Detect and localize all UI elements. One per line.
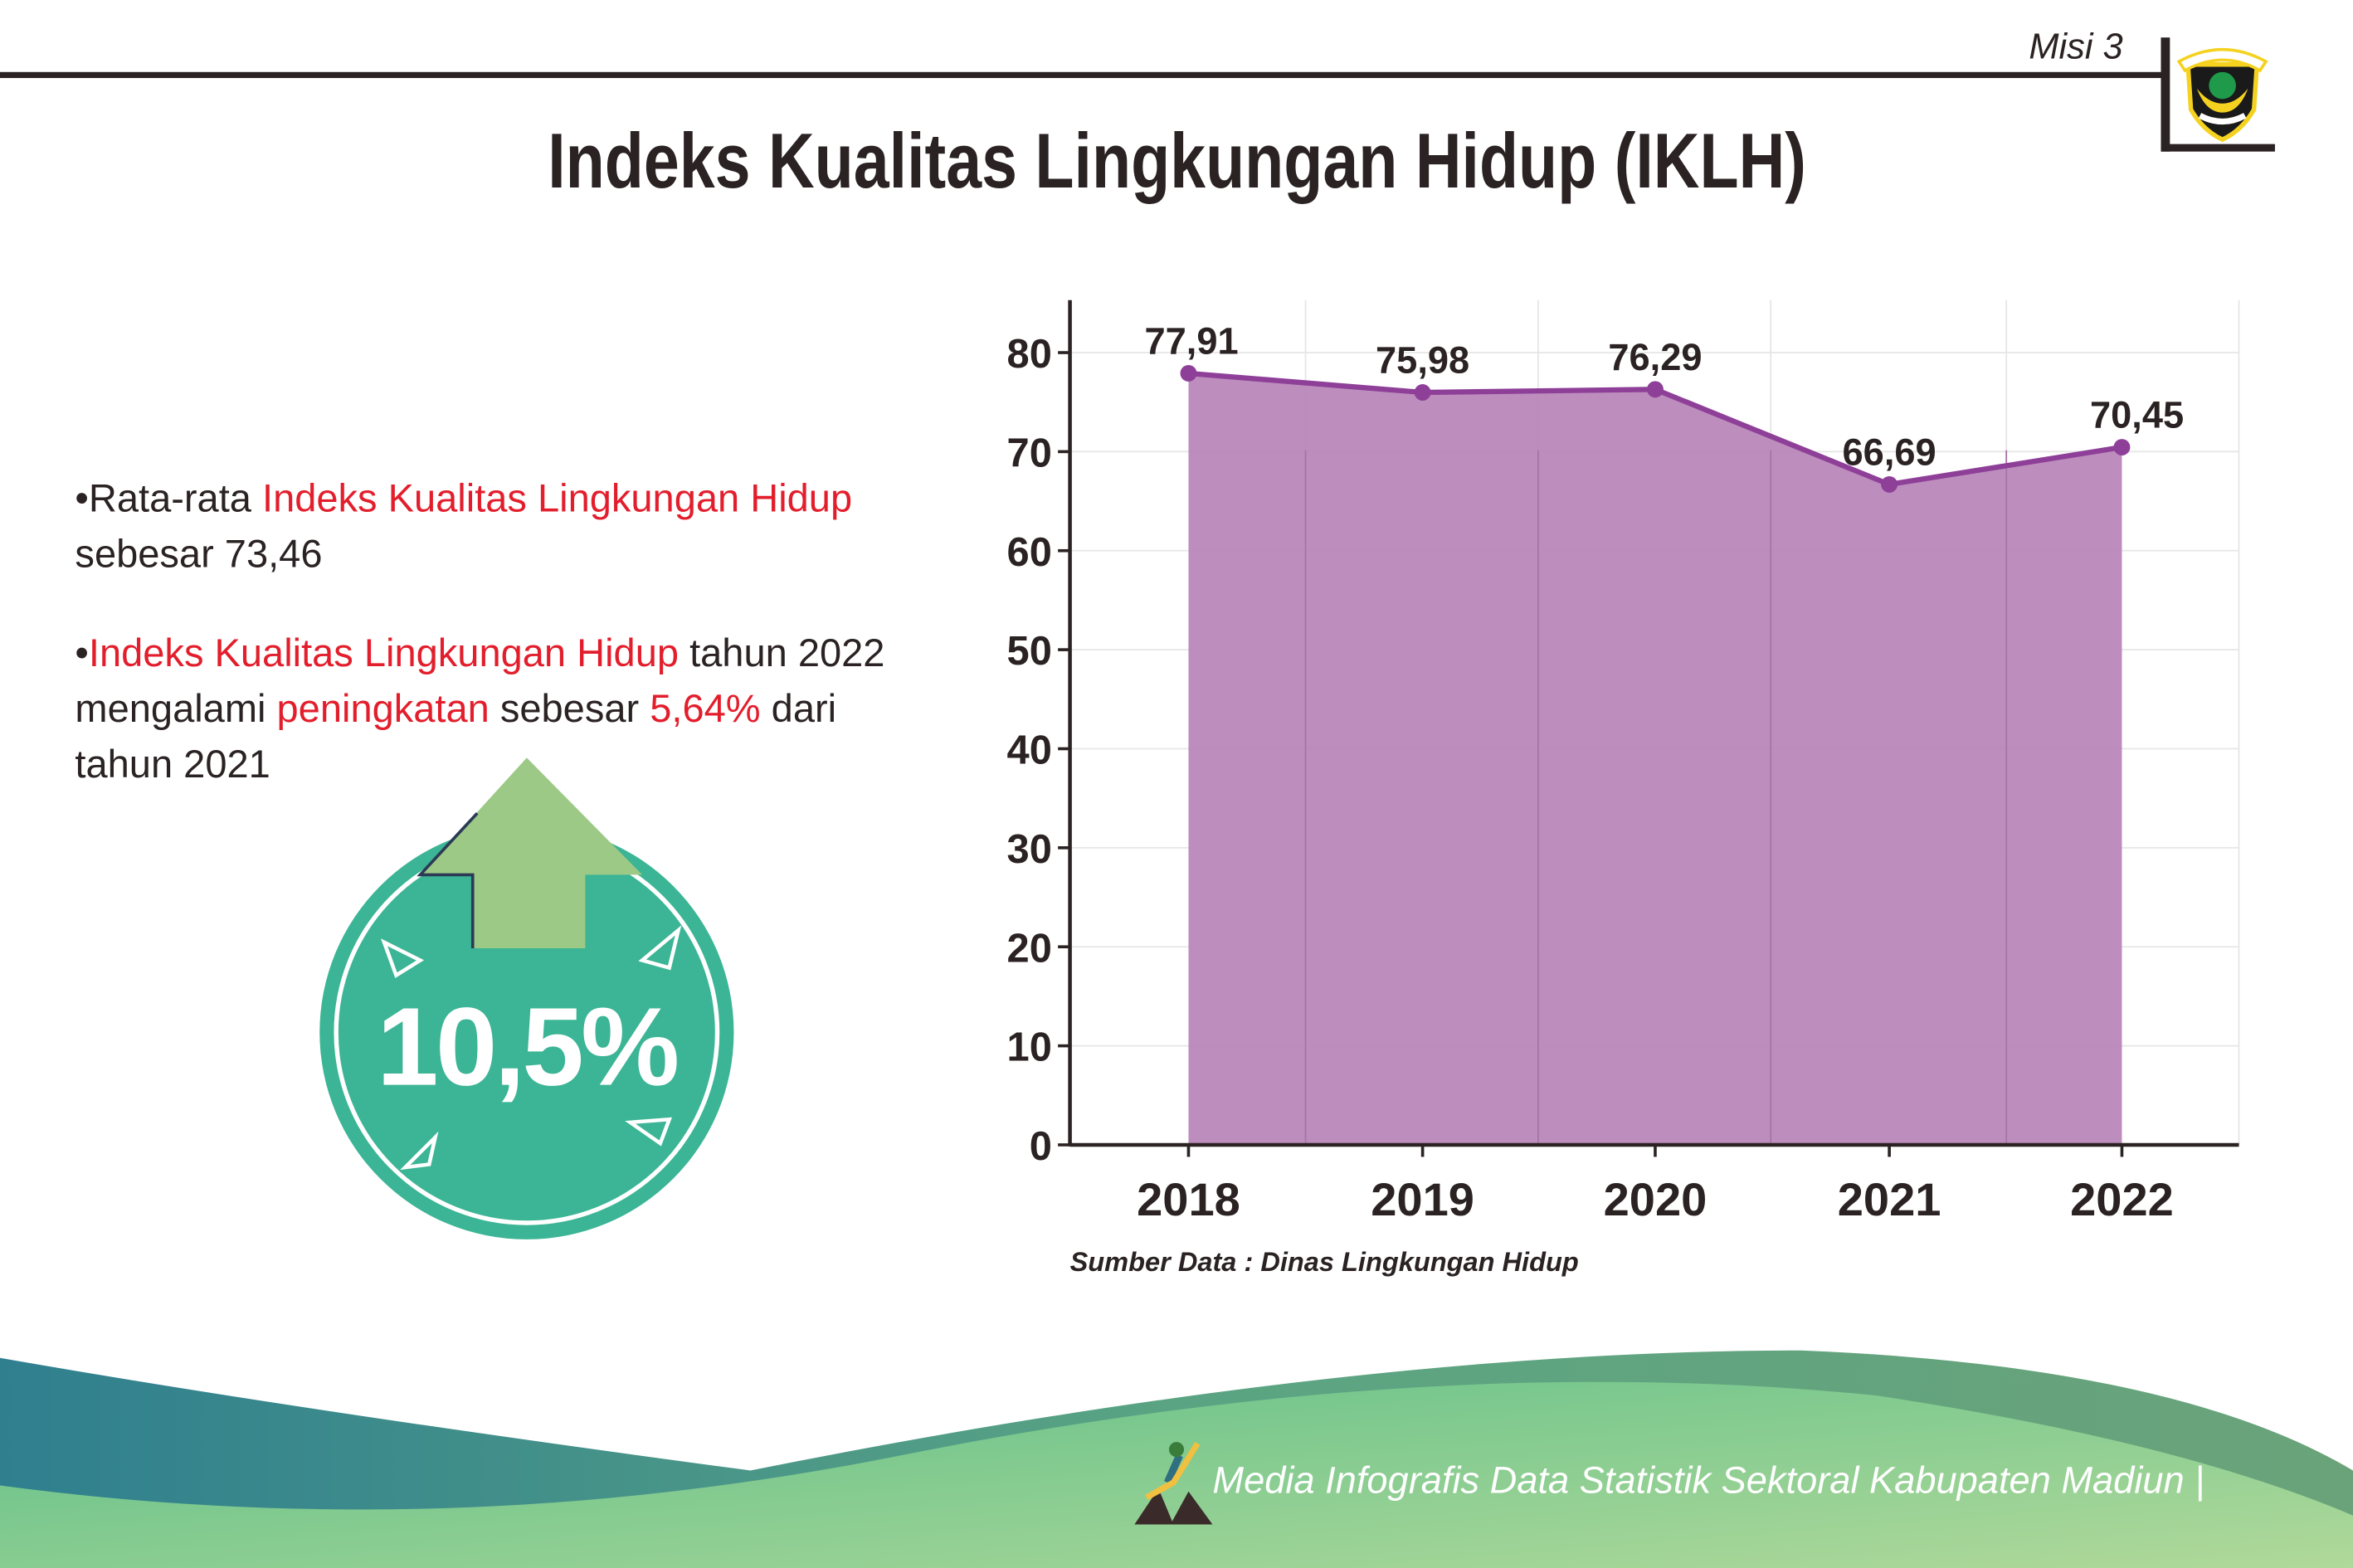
arrow-up-icon bbox=[417, 757, 643, 949]
page-title: Indeks Kualitas Lingkungan Hidup (IKLH) bbox=[0, 117, 2353, 207]
data-point bbox=[1881, 475, 1898, 493]
header-rule bbox=[0, 71, 2165, 79]
y-tick-label: 60 bbox=[1007, 530, 1052, 575]
data-source: Sumber Data : Dinas Lingkungan Hidup bbox=[1069, 1246, 1579, 1278]
x-tick-label: 2019 bbox=[1371, 1173, 1474, 1225]
x-tick-label: 2020 bbox=[1604, 1173, 1708, 1225]
bullet-highlight: peningkatan bbox=[276, 685, 490, 731]
y-tick-label: 30 bbox=[1007, 827, 1052, 872]
bullet-increase: •Indeks Kualitas Lingkungan Hidup tahun … bbox=[75, 626, 915, 792]
bullet-text: sebesar 73,46 bbox=[75, 531, 323, 577]
data-point bbox=[1180, 365, 1197, 382]
header-bracket bbox=[2161, 37, 2170, 152]
bullet-highlight: Indeks Kualitas Lingkungan Hidup bbox=[88, 630, 680, 675]
y-tick-label: 50 bbox=[1007, 629, 1052, 674]
y-tick-label: 20 bbox=[1007, 926, 1052, 971]
x-tick-label: 2022 bbox=[2070, 1173, 2174, 1225]
bullet-text: • bbox=[75, 630, 89, 675]
data-label: 70,45 bbox=[2090, 394, 2184, 436]
badge-value: 10,5% bbox=[377, 984, 680, 1109]
footer-figure-logo bbox=[1134, 1441, 1213, 1525]
badge-circle bbox=[319, 825, 734, 1239]
data-point bbox=[2113, 439, 2131, 455]
bullet-highlight: 5,64% bbox=[650, 685, 761, 731]
y-tick-label: 40 bbox=[1007, 728, 1052, 773]
y-tick-label: 10 bbox=[1007, 1025, 1052, 1070]
y-tick-label: 70 bbox=[1007, 431, 1052, 475]
data-label: 75,98 bbox=[1376, 338, 1469, 381]
bullet-text: dari tahun 2021 bbox=[75, 685, 837, 786]
data-point bbox=[1414, 384, 1431, 401]
header-bracket-foot bbox=[2161, 144, 2275, 152]
data-label: 76,29 bbox=[1608, 336, 1702, 378]
sparkle-icons bbox=[380, 925, 682, 1171]
page-title-text: Indeks Kualitas Lingkungan Hidup (IKLH) bbox=[547, 118, 1806, 206]
x-tick-label: 2018 bbox=[1137, 1173, 1240, 1225]
y-tick-label: 0 bbox=[1030, 1124, 1052, 1169]
x-tick-label: 2021 bbox=[1838, 1173, 1941, 1225]
bullet-text: tahun 2022 mengalami bbox=[75, 630, 885, 731]
bullet-highlight: Indeks Kualitas Lingkungan Hidup bbox=[262, 475, 853, 521]
bullet-text: •Rata-rata bbox=[75, 475, 263, 521]
area-fill bbox=[1188, 373, 2122, 1145]
footer-text: Media Infografis Data Statistik Sektoral… bbox=[1212, 1459, 2204, 1502]
kabupaten-madiun-logo bbox=[2176, 47, 2268, 143]
bullet-average: •Rata-rata Indeks Kualitas Lingkungan Hi… bbox=[75, 471, 915, 582]
increase-badge bbox=[319, 757, 734, 1239]
mission-label: Misi 3 bbox=[2029, 27, 2123, 68]
bullet-text: sebesar bbox=[489, 685, 650, 731]
data-point bbox=[1647, 381, 1664, 398]
y-tick-label: 80 bbox=[1007, 332, 1052, 377]
data-label: 77,91 bbox=[1145, 319, 1239, 362]
data-label: 66,69 bbox=[1843, 431, 1936, 473]
